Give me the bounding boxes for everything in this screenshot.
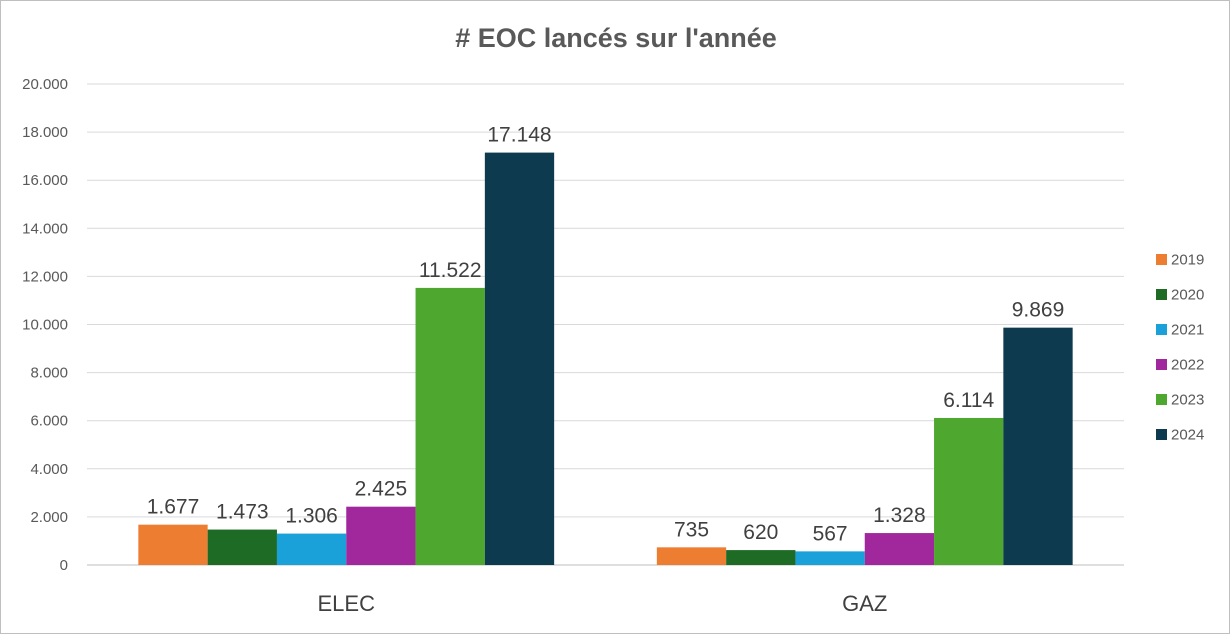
bar-2024-gaz (1003, 327, 1073, 565)
bar-2019-elec (138, 524, 208, 565)
data-label: 1.328 (873, 504, 926, 527)
legend-label: 2023 (1171, 392, 1204, 409)
y-tick-label: 8.000 (30, 365, 68, 382)
x-category-label: ELEC (318, 591, 376, 616)
legend-item-2023: 2023 (1156, 392, 1204, 409)
y-tick-label: 4.000 (30, 461, 68, 478)
legend-swatch (1156, 394, 1167, 405)
legend-swatch (1156, 254, 1167, 265)
legend-item-2024: 2024 (1156, 427, 1204, 444)
legend-label: 2021 (1171, 322, 1204, 339)
y-tick-label: 16.000 (22, 172, 68, 189)
data-label: 567 (813, 522, 848, 545)
data-label: 1.306 (285, 505, 338, 528)
bar-2024-elec (484, 152, 555, 565)
legend-swatch (1156, 324, 1167, 335)
x-axis: ELEC GAZ (318, 591, 888, 616)
legend-label: 2020 (1171, 287, 1204, 304)
y-tick-label: 18.000 (22, 124, 68, 141)
bar-2019-gaz (656, 547, 727, 565)
bar-2020-elec (207, 529, 277, 565)
data-label: 620 (743, 521, 778, 544)
x-category-label: GAZ (842, 591, 887, 616)
legend-label: 2024 (1171, 427, 1204, 444)
y-tick-label: 6.000 (30, 413, 68, 430)
data-label: 1.677 (147, 496, 200, 519)
y-axis: 0 2.000 4.000 6.000 8.000 10.000 12.000 14.000 1… (22, 76, 68, 574)
data-label: 6.114 (943, 389, 994, 412)
bar-2022-elec (346, 506, 416, 565)
data-label: 17.148 (487, 124, 551, 147)
legend-swatch (1156, 289, 1167, 300)
bars (138, 152, 1073, 565)
bar-2021-elec (276, 533, 347, 565)
legend-item-2021: 2021 (1156, 322, 1204, 339)
bar-2023-gaz (934, 417, 1004, 565)
gridlines (87, 83, 1124, 566)
bar-2023-elec (415, 287, 485, 565)
data-label: 11.522 (419, 259, 482, 282)
data-labels: 1.677 1.473 1.306 2.425 11.522 17.148 735 620 56… (147, 124, 1065, 546)
y-tick-label: 0 (60, 557, 68, 574)
legend-swatch (1156, 429, 1167, 440)
chart-title: # EOC lancés sur l'année (455, 23, 777, 53)
legend-item-2022: 2022 (1156, 357, 1204, 374)
legend: 2019 2020 2021 2022 2023 2024 (1156, 252, 1204, 444)
y-tick-label: 2.000 (30, 509, 68, 526)
data-label: 735 (674, 518, 709, 541)
y-tick-label: 20.000 (22, 76, 68, 93)
data-label: 2.425 (355, 478, 408, 501)
legend-swatch (1156, 359, 1167, 370)
y-tick-label: 10.000 (22, 317, 68, 334)
y-tick-label: 12.000 (22, 268, 68, 285)
legend-item-2019: 2019 (1156, 252, 1204, 269)
bar-2020-gaz (726, 550, 796, 565)
bar-2021-gaz (795, 551, 865, 565)
legend-label: 2022 (1171, 357, 1204, 374)
bar-2022-gaz (864, 533, 935, 565)
data-label: 9.869 (1012, 299, 1065, 322)
legend-item-2020: 2020 (1156, 287, 1204, 304)
data-label: 1.473 (216, 501, 269, 524)
legend-label: 2019 (1171, 252, 1204, 269)
y-tick-label: 14.000 (22, 220, 68, 237)
